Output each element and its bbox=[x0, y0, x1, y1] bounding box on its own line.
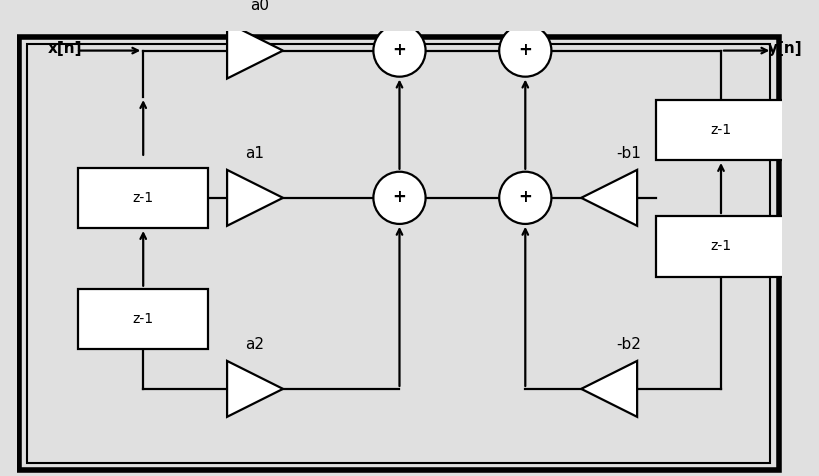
Circle shape bbox=[499, 172, 550, 224]
Text: -b2: -b2 bbox=[616, 337, 640, 352]
Text: a2: a2 bbox=[245, 337, 265, 352]
Polygon shape bbox=[227, 170, 283, 226]
Bar bbox=[655, 216, 785, 277]
Text: +: + bbox=[392, 40, 406, 59]
Text: +: + bbox=[518, 40, 532, 59]
Text: z-1: z-1 bbox=[709, 239, 731, 253]
Bar bbox=[655, 99, 785, 160]
Text: y[n]: y[n] bbox=[767, 41, 801, 56]
Text: -b1: -b1 bbox=[616, 146, 640, 160]
Text: a0: a0 bbox=[250, 0, 269, 13]
Bar bbox=[78, 288, 208, 349]
Polygon shape bbox=[227, 23, 283, 79]
Text: z-1: z-1 bbox=[133, 191, 154, 205]
Text: +: + bbox=[392, 188, 406, 206]
Text: z-1: z-1 bbox=[133, 312, 154, 326]
Circle shape bbox=[373, 24, 425, 77]
Polygon shape bbox=[581, 170, 636, 226]
Bar bbox=[78, 168, 208, 228]
Circle shape bbox=[499, 24, 550, 77]
Polygon shape bbox=[227, 361, 283, 417]
Text: a1: a1 bbox=[245, 146, 265, 160]
Text: z-1: z-1 bbox=[709, 123, 731, 137]
Circle shape bbox=[373, 172, 425, 224]
Text: +: + bbox=[518, 188, 532, 206]
Polygon shape bbox=[581, 361, 636, 417]
Text: x[n]: x[n] bbox=[48, 41, 83, 56]
